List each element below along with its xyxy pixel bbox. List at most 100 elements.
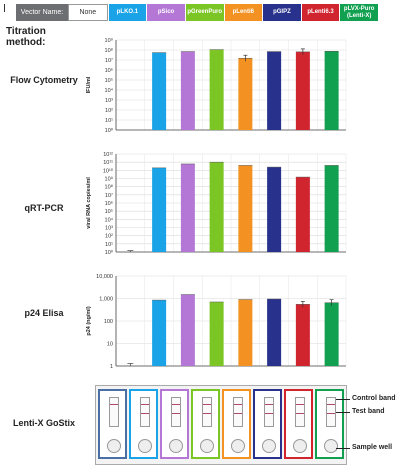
y-tick-label: 10⁵ (105, 208, 113, 215)
sample-well (293, 439, 307, 453)
sample-well (138, 439, 152, 453)
sample-well-arrow (336, 448, 350, 449)
corner-tick-mark (4, 4, 5, 12)
gostix-strip (222, 389, 251, 459)
result-window (295, 397, 305, 427)
bar-pgipz (267, 51, 282, 130)
y-tick-label: 10² (105, 234, 113, 240)
gostix-strip (191, 389, 220, 459)
result-window (233, 397, 243, 427)
y-tick-label: 10¹ (105, 118, 113, 124)
bar-pgreenpuro (209, 301, 224, 366)
control-band (172, 404, 180, 405)
test-band (172, 413, 180, 414)
result-window (202, 397, 212, 427)
y-tick-label: 10¹ (105, 242, 113, 248)
y-tick-label: 10⁰ (105, 127, 114, 134)
vector-legend: Vector Name: None pLKO.1 pSico pGreenPur… (16, 4, 378, 21)
gostix-strip (98, 389, 127, 459)
sample-well (169, 439, 183, 453)
bar-pgipz (267, 299, 282, 366)
y-tick-label: 10² (105, 108, 113, 114)
result-window (109, 397, 119, 427)
y-tick-label: 1,000 (99, 297, 113, 303)
titration-method-title: Titration method: (6, 26, 46, 48)
y-tick-label: 10⁴ (105, 216, 114, 223)
result-window (326, 397, 336, 427)
y-tick-label: 10⁰ (105, 249, 114, 256)
gostix-strip (253, 389, 282, 459)
legend-item-plenti6: pLenti6 (223, 4, 263, 21)
test-band (327, 413, 335, 414)
y-tick-label: 10⁷ (105, 192, 113, 199)
y-tick-label: 10⁵ (105, 77, 113, 84)
y-axis-label: IFU/ml (86, 76, 92, 93)
control-band (327, 404, 335, 405)
y-tick-label: 10³ (105, 226, 113, 232)
bar-pgreenpuro (209, 49, 224, 130)
sample-well (262, 439, 276, 453)
test-band (234, 413, 242, 414)
bar-plenti6 (238, 165, 253, 252)
gostix-strip (315, 389, 344, 459)
legend-item-none: None (68, 4, 108, 21)
y-tick-label: 10⁹ (105, 176, 113, 183)
y-tick-label: 10⁶ (105, 67, 113, 74)
legend-header: Vector Name: (16, 4, 68, 21)
row-label-flow: Flow Cytometry (10, 75, 78, 85)
y-axis-label: viral RNA copies/ml (86, 177, 92, 229)
bar-plenti6-3 (295, 51, 310, 130)
y-tick-label: 10⁹ (105, 37, 113, 44)
y-axis-label: p24 (ng/ml) (86, 306, 92, 336)
control-band-arrow (336, 399, 350, 400)
legend-item-plko1: pLKO.1 (107, 4, 147, 21)
y-tick-label: 10¹² (103, 152, 113, 158)
result-window (171, 397, 181, 427)
test-band-arrow (336, 412, 350, 413)
y-tick-label: 10⁶ (105, 200, 113, 207)
sample-well (324, 439, 338, 453)
test-band (141, 413, 149, 414)
sample-well (107, 439, 121, 453)
bar-plko-1 (152, 167, 167, 252)
control-band (203, 404, 211, 405)
test-band (296, 413, 304, 414)
control-band (296, 404, 304, 405)
result-window (140, 397, 150, 427)
flow-cytometry-chart: 10⁰ 10¹ 10² 10³ 10⁴ 10⁵ 10⁶ 10⁷ 10⁸ 10⁹ IFU/ml (86, 37, 347, 134)
row-label-gostix: Lenti-X GoStix (12, 418, 75, 428)
y-tick-label: 10¹¹ (103, 160, 113, 166)
bar-plenti6 (238, 58, 253, 130)
legend-item-plvx-puro: pLVX-Puro (Lenti-X) (339, 4, 378, 21)
bar-plvx-puro-lenti-x- (324, 165, 339, 252)
bar-plvx-puro-lenti-x- (324, 302, 339, 366)
legend-item-pgreenpuro: pGreenPuro (184, 4, 224, 21)
y-tick-label: 1 (110, 364, 113, 370)
gostix-strip-panel (95, 385, 347, 465)
callout-test-band: Test band (352, 408, 385, 415)
bar-plenti6 (238, 299, 253, 366)
bar-plvx-puro-lenti-x- (324, 51, 339, 130)
bar-plenti6-3 (295, 177, 310, 252)
y-tick-label: 10⁷ (105, 57, 113, 64)
control-band (265, 404, 273, 405)
gostix-strip (160, 389, 189, 459)
bar-plenti6-3 (295, 304, 310, 366)
bar-pgipz (267, 167, 282, 252)
callout-sample-well: Sample well (352, 444, 393, 451)
legend-item-plenti63: pLenti6.3 (300, 4, 340, 21)
test-band (203, 413, 211, 414)
row-label-qrtpcr: qRT-PCR (24, 203, 64, 213)
legend-item-psico: pSico (146, 4, 185, 21)
y-tick-label: 10¹⁰ (103, 167, 114, 174)
control-band (234, 404, 242, 405)
bar-plko-1 (152, 52, 167, 130)
y-tick-label: 10,000 (96, 274, 113, 280)
sample-well (200, 439, 214, 453)
bar-psico (180, 294, 195, 366)
bar-psico (180, 163, 195, 252)
control-band (110, 404, 118, 405)
gostix-strip (129, 389, 158, 459)
gostix-strip (284, 389, 313, 459)
